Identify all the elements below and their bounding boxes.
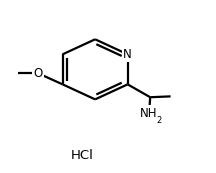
Text: NH: NH xyxy=(140,107,158,120)
Text: HCl: HCl xyxy=(71,149,94,162)
Text: N: N xyxy=(123,48,132,61)
Text: O: O xyxy=(33,67,43,80)
Text: 2: 2 xyxy=(157,116,162,125)
